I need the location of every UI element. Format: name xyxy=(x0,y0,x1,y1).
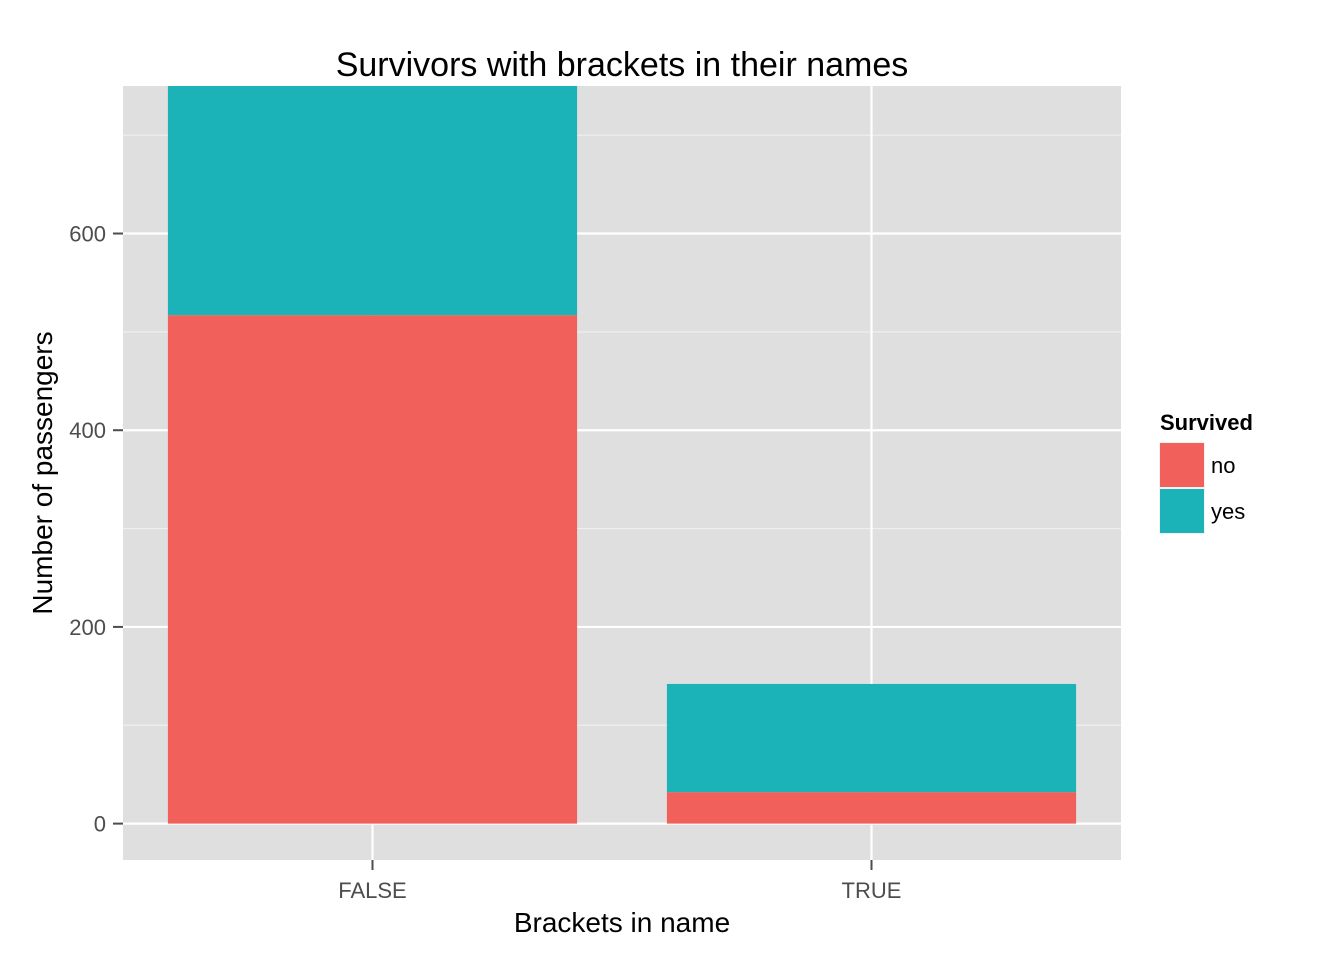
y-tick-label: 200 xyxy=(69,615,106,640)
legend-title: Survived xyxy=(1160,410,1253,435)
legend-label-no: no xyxy=(1211,453,1235,478)
legend-items: no yes xyxy=(1159,442,1245,534)
x-axis-title: Brackets in name xyxy=(514,907,730,938)
legend-swatch-yes xyxy=(1160,489,1204,533)
axes: 0 200 400 600 FALSE TRUE xyxy=(69,222,901,903)
y-axis-title: Number of passengers xyxy=(27,331,58,614)
bars xyxy=(167,86,1077,824)
bar-true-yes xyxy=(666,683,1077,793)
bar-false-yes xyxy=(167,86,578,316)
chart-title: Survivors with brackets in their names xyxy=(336,46,909,84)
y-tick-label: 0 xyxy=(94,812,106,837)
x-tick-label: FALSE xyxy=(338,878,406,903)
y-tick-label: 600 xyxy=(69,222,106,247)
legend-swatch-no xyxy=(1160,443,1204,487)
legend-label-yes: yes xyxy=(1211,499,1245,524)
x-tick-label: TRUE xyxy=(842,878,902,903)
bar-true-no xyxy=(666,792,1077,824)
legend: Survived no yes xyxy=(1159,410,1253,534)
bar-false-no xyxy=(167,315,578,824)
y-tick-label: 400 xyxy=(69,418,106,443)
